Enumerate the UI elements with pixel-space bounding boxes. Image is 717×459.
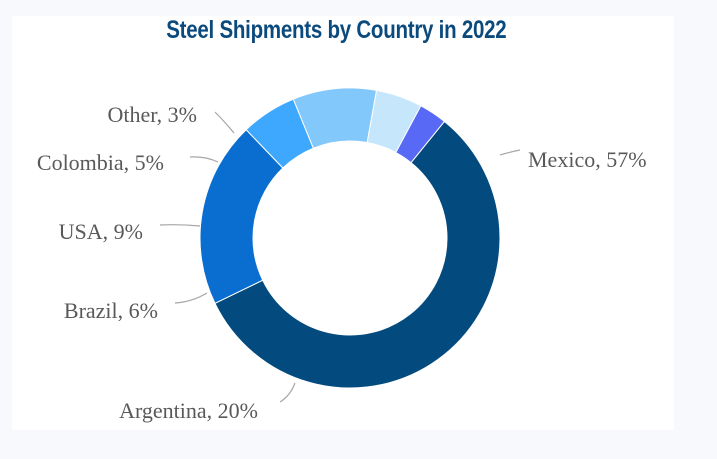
donut-slices	[199, 87, 501, 389]
slice-argentina	[199, 129, 284, 304]
label-other: Other, 3%	[107, 102, 197, 127]
slice-labels: Mexico, 57% Argentina, 20% Brazil, 6% USA, …	[37, 102, 647, 423]
leader-line-usa	[159, 224, 201, 227]
leader-line-mexico	[499, 149, 521, 156]
chart-title: Steel Shipments by Country in 2022	[166, 16, 507, 44]
leader-line-other	[214, 111, 235, 134]
leader-lines	[159, 111, 521, 403]
slice-other	[395, 105, 446, 164]
label-mexico: Mexico, 57%	[528, 147, 647, 172]
leader-line-argentina	[279, 382, 296, 403]
label-argentina: Argentina, 20%	[119, 398, 258, 423]
label-colombia: Colombia, 5%	[37, 150, 164, 175]
leader-line-brazil	[174, 292, 208, 304]
leader-line-colombia	[189, 156, 219, 163]
label-usa: USA, 9%	[59, 219, 143, 244]
slice-mexico	[214, 120, 501, 389]
label-brazil: Brazil, 6%	[64, 298, 158, 323]
